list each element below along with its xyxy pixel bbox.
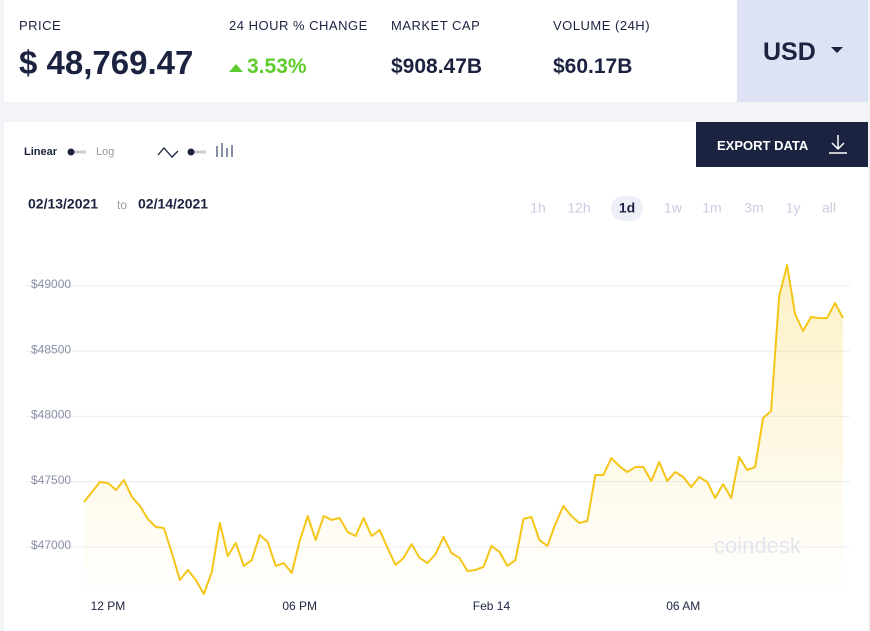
up-arrow: [229, 64, 243, 72]
chart-panel: [4, 122, 868, 631]
market-cap: $908.47B: [391, 55, 483, 78]
currency-select[interactable]: USD: [737, 0, 868, 102]
price: $ 48,769.47: [19, 44, 194, 81]
market-cap-label: MARKET CAP: [391, 18, 481, 33]
change-label: 24 HOUR % CHANGE: [229, 18, 368, 33]
volume-label: VOLUME (24H): [553, 18, 651, 33]
export-label: EXPORT DATA: [717, 138, 809, 153]
volume: $60.17B: [553, 55, 633, 78]
stats-panel: PRICE $ 48,769.47 24 HOUR % CHANGE 3.53%…: [4, 0, 737, 102]
change: 3.53%: [247, 55, 307, 78]
caret: [831, 47, 843, 53]
price-label: PRICE: [19, 18, 62, 33]
export-button[interactable]: EXPORT DATA: [696, 122, 868, 167]
currency: USD: [763, 38, 816, 66]
download-icon: [829, 135, 847, 154]
